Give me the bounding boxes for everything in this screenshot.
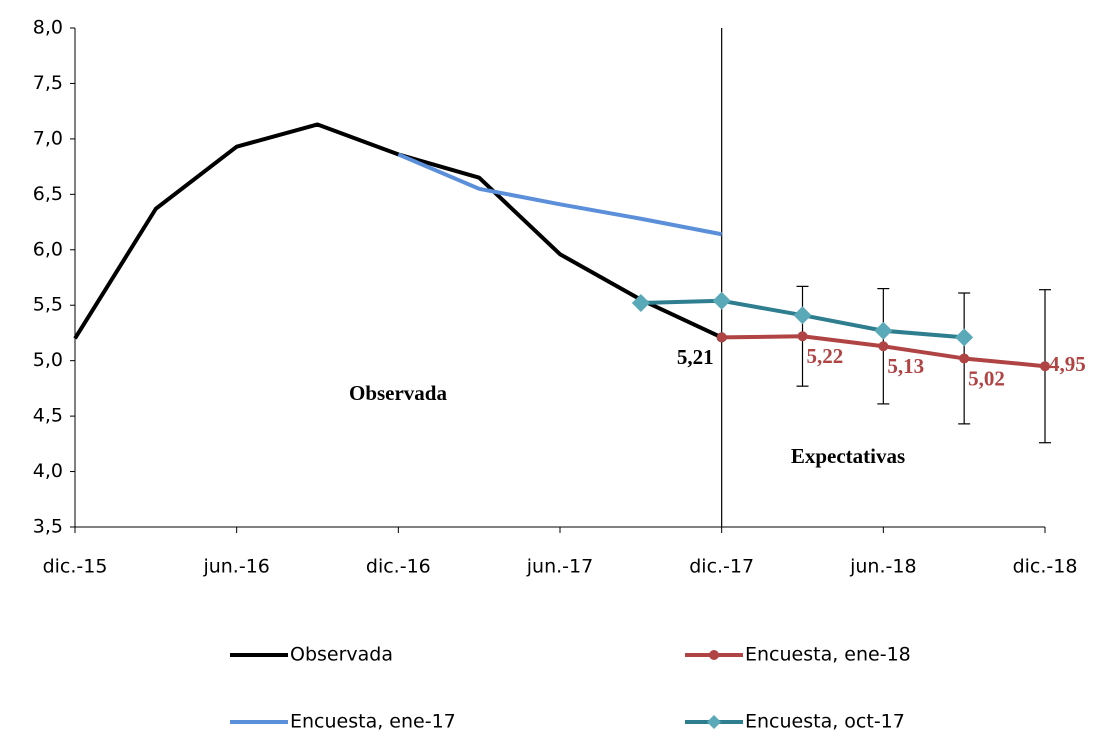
x-tick-label: jun.-16 xyxy=(202,556,269,578)
marker xyxy=(955,328,974,347)
marker xyxy=(874,321,893,340)
series-line xyxy=(397,152,723,237)
x-tick-label: dic.-15 xyxy=(43,556,108,578)
marker xyxy=(797,331,808,342)
y-tick-label: 6,0 xyxy=(33,238,63,260)
value-label: 5,22 xyxy=(807,344,844,368)
legend-label: Encuesta, ene-17 xyxy=(290,711,456,733)
legend-label: Observada xyxy=(290,644,393,666)
y-tick-label: 6,5 xyxy=(33,183,63,205)
marker xyxy=(959,353,970,364)
x-tick-label: dic.-16 xyxy=(366,556,431,578)
y-tick-label: 7,0 xyxy=(33,127,63,149)
x-tick-label: dic.-17 xyxy=(689,556,754,578)
value-label: 4,95 xyxy=(1049,352,1086,376)
y-tick-label: 5,5 xyxy=(33,294,63,316)
y-tick-label: 4,5 xyxy=(33,405,63,427)
y-tick-label: 5,0 xyxy=(33,349,63,371)
legend-marker xyxy=(707,715,721,729)
x-tick-label: jun.-18 xyxy=(849,556,916,578)
y-tick-label: 3,5 xyxy=(33,516,63,538)
x-tick-label: dic.-18 xyxy=(1013,556,1078,578)
legend-label: Encuesta, oct-17 xyxy=(745,711,905,733)
series-line xyxy=(73,122,723,340)
annotation: Observada xyxy=(349,381,448,405)
value-label: 5,21 xyxy=(677,345,714,369)
marker xyxy=(712,291,731,310)
legend-label: Encuesta, ene-18 xyxy=(745,644,911,666)
legend-marker xyxy=(709,650,719,660)
value-label: 5,13 xyxy=(887,354,924,378)
annotation: Expectativas xyxy=(791,444,905,468)
marker xyxy=(631,294,650,313)
x-tick-label: jun.-17 xyxy=(526,556,593,578)
value-label: 5,02 xyxy=(968,366,1005,390)
marker xyxy=(1040,361,1050,372)
marker xyxy=(716,332,727,343)
marker xyxy=(878,341,889,352)
y-tick-label: 7,5 xyxy=(33,72,63,94)
y-tick-label: 4,0 xyxy=(33,460,63,482)
marker xyxy=(793,306,812,325)
y-tick-label: 8,0 xyxy=(33,17,63,39)
